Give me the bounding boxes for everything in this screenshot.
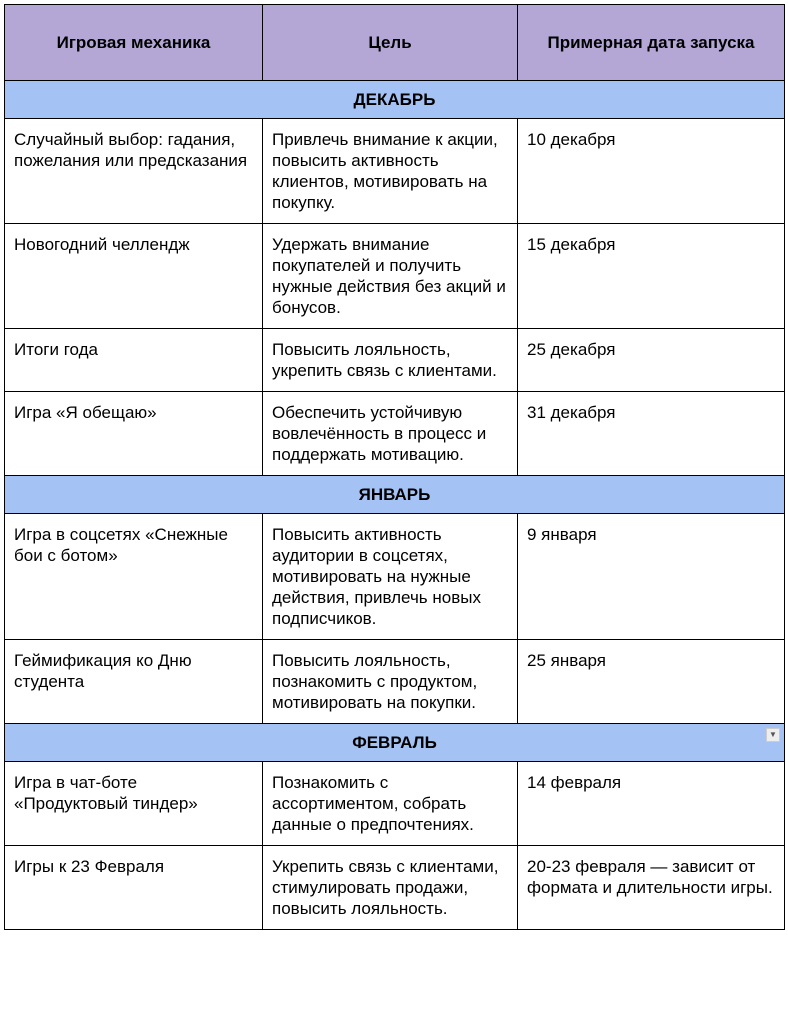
table-row: Игра в соцсетях «Снежные бои с ботом» Пов… bbox=[4, 513, 785, 640]
mechanic-cell: Геймификация ко Дню студента bbox=[4, 639, 263, 724]
goal-cell: Повысить лояльность, укрепить связь с кл… bbox=[262, 328, 518, 392]
date-cell: 31 декабря bbox=[517, 391, 785, 476]
date-cell: 15 декабря bbox=[517, 223, 785, 329]
table-row: Геймификация ко Дню студента Повысить лоя… bbox=[4, 639, 785, 724]
month-title: ФЕВРАЛЬ ▼ bbox=[4, 723, 785, 762]
table-row: Итоги года Повысить лояльность, укрепить … bbox=[4, 328, 785, 392]
month-row: ЯНВАРЬ bbox=[4, 475, 785, 514]
header-row: Игровая механика Цель Примерная дата зап… bbox=[4, 4, 785, 81]
date-cell: 10 декабря bbox=[517, 118, 785, 224]
mechanic-cell: Случайный выбор: гадания, пожелания или … bbox=[4, 118, 263, 224]
month-label: ЯНВАРЬ bbox=[358, 485, 431, 504]
month-row: ДЕКАБРЬ bbox=[4, 80, 785, 119]
goal-cell: Удержать внимание покупателей и получить… bbox=[262, 223, 518, 329]
plan-table: Игровая механика Цель Примерная дата зап… bbox=[4, 4, 785, 930]
mechanic-cell: Игра в чат-боте «Продуктовый тиндер» bbox=[4, 761, 263, 846]
goal-cell: Укрепить связь с клиентами, стимулироват… bbox=[262, 845, 518, 930]
goal-cell: Обеспечить устойчивую вовлечённость в пр… bbox=[262, 391, 518, 476]
date-cell: 9 января bbox=[517, 513, 785, 640]
goal-cell: Познакомить с ассортиментом, собрать дан… bbox=[262, 761, 518, 846]
month-label: ФЕВРАЛЬ bbox=[352, 733, 437, 752]
mechanic-cell: Итоги года bbox=[4, 328, 263, 392]
header-goal: Цель bbox=[262, 4, 518, 81]
date-cell: 14 февраля bbox=[517, 761, 785, 846]
date-cell: 25 декабря bbox=[517, 328, 785, 392]
table-row: Новогодний челлендж Удержать внимание пок… bbox=[4, 223, 785, 329]
table-row: Случайный выбор: гадания, пожелания или … bbox=[4, 118, 785, 224]
table-row: Игра в чат-боте «Продуктовый тиндер» Позн… bbox=[4, 761, 785, 846]
month-row: ФЕВРАЛЬ ▼ bbox=[4, 723, 785, 762]
mechanic-cell: Новогодний челлендж bbox=[4, 223, 263, 329]
mechanic-cell: Игры к 23 Февраля bbox=[4, 845, 263, 930]
month-label: ДЕКАБРЬ bbox=[353, 90, 436, 109]
month-title: ЯНВАРЬ bbox=[4, 475, 785, 514]
goal-cell: Привлечь внимание к акции, повысить акти… bbox=[262, 118, 518, 224]
table-row: Игры к 23 Февраля Укрепить связь с клиент… bbox=[4, 845, 785, 930]
table-row: Игра «Я обещаю» Обеспечить устойчивую вов… bbox=[4, 391, 785, 476]
goal-cell: Повысить лояльность, познакомить с проду… bbox=[262, 639, 518, 724]
dropdown-icon[interactable]: ▼ bbox=[766, 728, 780, 742]
header-date: Примерная дата запуска bbox=[517, 4, 785, 81]
date-cell: 20-23 февраля — зависит от формата и дли… bbox=[517, 845, 785, 930]
month-title: ДЕКАБРЬ bbox=[4, 80, 785, 119]
header-mechanic: Игровая механика bbox=[4, 4, 263, 81]
mechanic-cell: Игра «Я обещаю» bbox=[4, 391, 263, 476]
date-cell: 25 января bbox=[517, 639, 785, 724]
mechanic-cell: Игра в соцсетях «Снежные бои с ботом» bbox=[4, 513, 263, 640]
goal-cell: Повысить активность аудитории в соцсетях… bbox=[262, 513, 518, 640]
